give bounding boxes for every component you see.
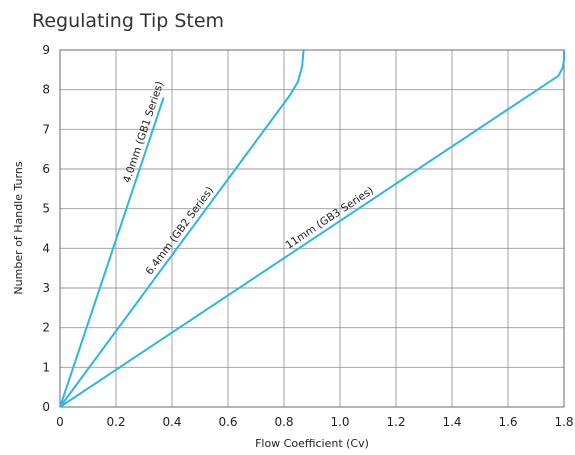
series-line [59, 49, 305, 408]
y-tick-label: 7 [42, 122, 50, 136]
series-label: 11mm (GB3 Series) [283, 185, 375, 252]
y-axis-label: Number of Handle Turns [12, 161, 25, 294]
x-tick-label: 1.4 [442, 415, 461, 429]
y-tick-label: 3 [42, 281, 50, 295]
series-line [59, 97, 165, 408]
series-line [59, 50, 565, 408]
y-tick-label: 8 [42, 83, 50, 97]
x-tick-label: 1.6 [498, 415, 517, 429]
y-tick-label: 4 [42, 241, 50, 255]
y-tick-label: 0 [42, 400, 50, 414]
plot-frame [59, 49, 565, 408]
x-tick-label: 1.0 [330, 415, 349, 429]
x-tick-label: 1.8 [554, 415, 573, 429]
x-tick-label: 0.4 [162, 415, 181, 429]
grid [60, 50, 564, 407]
x-axis-label: Flow Coefficient (Cv) [255, 437, 369, 450]
x-tick-label: 0.8 [274, 415, 293, 429]
x-tick-label: 1.2 [386, 415, 405, 429]
x-tick-labels: 0 0.2 0.4 0.6 0.8 1.0 1.2 1.4 1.6 1.8 [56, 415, 573, 429]
chart-title: Regulating Tip Stem [32, 10, 224, 32]
y-tick-label: 1 [42, 360, 50, 374]
y-tick-labels: 0 1 2 3 4 5 6 7 8 9 [42, 43, 50, 414]
x-tick-label: 0 [56, 415, 64, 429]
series-label: 6.4mm (GB2 Series) [143, 185, 216, 278]
series-layer [59, 49, 565, 408]
y-tick-label: 2 [42, 321, 50, 335]
y-tick-label: 5 [42, 202, 50, 216]
x-tick-label: 0.2 [106, 415, 125, 429]
x-tick-label: 0.6 [218, 415, 237, 429]
y-tick-label: 6 [42, 162, 50, 176]
y-tick-label: 9 [42, 43, 50, 57]
